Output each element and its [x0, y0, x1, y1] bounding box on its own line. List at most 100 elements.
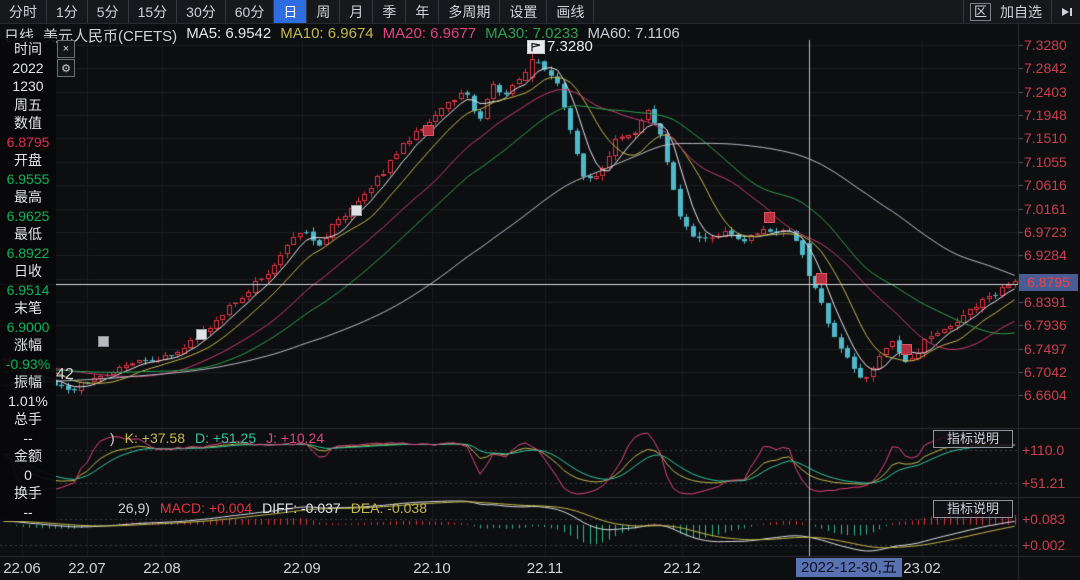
peak-price-annotation: 7.3280 — [547, 38, 593, 55]
info-row: 6.9000 — [6, 318, 50, 335]
current-price-tag: 6.8795 — [1019, 274, 1078, 291]
macd-value-0: MACD: +0.004 — [159, 500, 253, 516]
indicator-axis-label: +110.0 — [1022, 442, 1065, 458]
info-row: 1230 — [12, 78, 44, 94]
kdj-value-0: K: +37.58 — [124, 430, 185, 446]
info-row: 最高 — [14, 189, 42, 205]
signal-marker-icon — [816, 273, 827, 284]
price-axis-label: 6.7042 — [1024, 364, 1067, 381]
low-price-annotation: 42 — [56, 366, 74, 383]
region-button[interactable]: 区 — [969, 2, 991, 21]
info-row: 6.9555 — [6, 170, 50, 187]
info-row: 换手 — [14, 485, 42, 501]
signal-marker-icon — [764, 212, 775, 223]
toolbar-tab-年[interactable]: 年 — [406, 0, 440, 23]
price-axis-label: 7.1948 — [1024, 107, 1067, 124]
info-row: 6.9514 — [6, 281, 50, 298]
toolbar-tab-季[interactable]: 季 — [373, 0, 407, 23]
toolbar-tab-5分[interactable]: 5分 — [88, 0, 129, 23]
kdj-value-2: J: +10.24 — [266, 430, 325, 446]
info-row: 金额 — [14, 448, 42, 464]
toolbar-tab-15分[interactable]: 15分 — [129, 0, 178, 23]
toolbar-tab-分时[interactable]: 分时 — [0, 0, 47, 23]
toolbar-tab-设置[interactable]: 设置 — [500, 0, 548, 23]
time-axis-label: 22.11 — [526, 560, 564, 577]
time-axis-label: 22.08 — [143, 560, 181, 577]
info-row: 1.01% — [8, 392, 48, 409]
indicator-axis-label: +0.083 — [1022, 511, 1066, 527]
price-axis-label: 7.0616 — [1024, 177, 1067, 194]
toolbar-tab-多周期[interactable]: 多周期 — [439, 0, 501, 23]
info-row: -- — [23, 503, 33, 520]
time-axis-label: 22.06 — [3, 560, 41, 577]
peak-flag-icon — [527, 40, 545, 54]
kdj-header: ) K: +37.58 D: +51.25 J: +10.24 — [110, 430, 324, 446]
collapse-panel-icon[interactable] — [1051, 0, 1074, 23]
legend-ma5: MA5: 6.9542 — [186, 25, 272, 42]
kdj-header-prefix: ) — [110, 430, 115, 446]
kdj-indicator-help-button[interactable]: 指标说明 — [933, 430, 1013, 448]
signal-marker-icon — [351, 205, 362, 216]
price-axis-label: 7.3280 — [1024, 37, 1067, 53]
time-axis-label: 22.10 — [413, 560, 451, 577]
info-row: 0 — [24, 466, 32, 483]
signal-marker-icon — [98, 336, 109, 347]
indicator-axis-label: +51.21 — [1022, 475, 1066, 491]
info-row: 最低 — [14, 226, 42, 242]
quote-info-panel: 时间 2022 1230 周五 数值 6.8795 开盘 6.9555 最高 6.9625 最低 6.… — [0, 38, 56, 521]
flag-icon — [531, 42, 541, 51]
legend-ma10: MA10: 6.9674 — [280, 25, 374, 42]
chart-legend: 日线 美元人民币(CFETS) MA5: 6.9542 MA10: 6.9674 MA2… — [4, 25, 680, 46]
price-axis-label: 7.0161 — [1024, 200, 1067, 217]
selected-date-tag: 2022-12-30,五 — [796, 558, 902, 577]
info-row: 数值 — [14, 115, 42, 131]
info-row: 6.9625 — [6, 207, 50, 224]
price-axis-label: 6.7497 — [1024, 340, 1067, 357]
macd-header-prefix: 26,9) — [118, 500, 150, 516]
time-axis-label: 22.12 — [663, 560, 701, 577]
toolbar-tab-日[interactable]: 日 — [274, 0, 308, 23]
info-row: 涨幅 — [14, 337, 42, 353]
toolbar-tab-60分[interactable]: 60分 — [226, 0, 275, 23]
macd-value-1: DIFF: -0.037 — [262, 500, 341, 516]
instrument-name: 美元人民币(CFETS) — [43, 28, 178, 45]
add-watchlist-button[interactable]: 加自选 — [1000, 3, 1042, 20]
price-axis-label: 6.9284 — [1024, 247, 1067, 264]
price-axis-label: 6.6604 — [1024, 387, 1067, 404]
time-axis-label: 22.09 — [283, 560, 321, 577]
period-tabs: 分时 1分 5分 15分 30分 60分日周月季年多周期 设置 画线 — [0, 0, 595, 23]
macd-indicator-help-button[interactable]: 指标说明 — [933, 500, 1013, 518]
toolbar: 分时 1分 5分 15分 30分 60分日周月季年多周期 设置 画线 区 加自选 — [0, 0, 1080, 24]
signal-marker-icon — [423, 125, 434, 136]
info-row: 振幅 — [14, 374, 42, 390]
legend-ma30: MA30: 7.0233 — [485, 25, 579, 42]
toolbar-tab-画线[interactable]: 画线 — [547, 0, 595, 23]
info-row: 6.8795 — [6, 133, 50, 150]
toolbar-tab-周[interactable]: 周 — [307, 0, 341, 23]
price-axis-label: 7.2403 — [1024, 83, 1067, 100]
gear-icon[interactable]: ⚙ — [57, 59, 75, 77]
info-row: 2022 — [12, 59, 44, 76]
toolbar-tab-30分[interactable]: 30分 — [177, 0, 226, 23]
macd-value-2: DEA: -0.038 — [350, 500, 427, 516]
info-row: 日收 — [14, 263, 42, 279]
info-row: 末笔 — [14, 300, 42, 316]
time-axis-label: 22.07 — [68, 560, 106, 577]
close-icon[interactable]: × — [57, 40, 75, 58]
toolbar-tab-月[interactable]: 月 — [340, 0, 374, 23]
toolbar-tab-1分[interactable]: 1分 — [47, 0, 88, 23]
info-row: 周五 — [14, 96, 42, 113]
signal-marker-icon — [901, 344, 912, 355]
price-axis-label: 6.8391 — [1024, 293, 1067, 310]
signal-marker-icon — [196, 329, 207, 340]
kdj-value-1: D: +51.25 — [195, 430, 257, 446]
info-row: 6.8922 — [6, 244, 50, 261]
price-axis-label: 7.1055 — [1024, 153, 1067, 170]
info-row: -- — [23, 429, 33, 446]
info-row: 时间 — [14, 41, 42, 57]
legend-ma60: MA60: 7.1106 — [587, 25, 680, 42]
legend-ma20: MA20: 6.9677 — [382, 25, 477, 42]
info-row: 总手 — [14, 411, 42, 427]
